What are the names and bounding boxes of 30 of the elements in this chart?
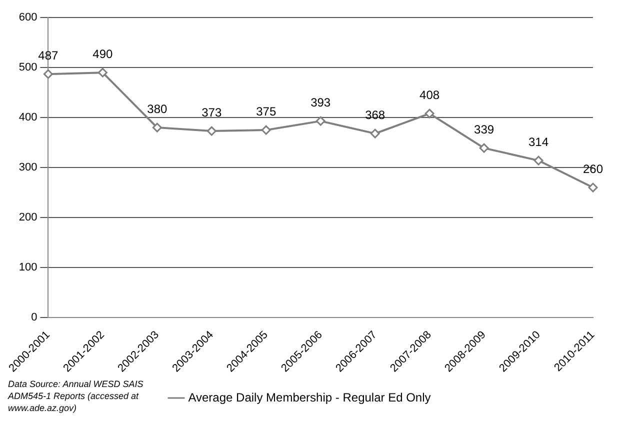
point	[534, 156, 544, 166]
data-label: 380	[147, 102, 168, 116]
data-label: 373	[202, 105, 222, 120]
point	[152, 122, 162, 132]
data-label: 393	[310, 95, 331, 110]
point	[479, 143, 489, 153]
data-label: 339	[474, 122, 494, 136]
point	[206, 126, 216, 136]
point	[370, 128, 380, 138]
y-tick-label: 500	[18, 62, 38, 74]
data-label: 260	[582, 162, 604, 176]
legend-label: Average Daily Membership - Regular Ed Only	[188, 390, 431, 404]
y-tick-label: 400	[18, 112, 38, 124]
point	[588, 182, 598, 192]
point	[316, 116, 326, 126]
point	[43, 69, 53, 79]
point	[98, 68, 108, 78]
data-label: 375	[256, 104, 276, 118]
data-label: 490	[92, 46, 114, 61]
data-label: 314	[528, 134, 549, 149]
data-label: 408	[420, 88, 440, 102]
point	[424, 108, 434, 118]
y-tick-label: 0	[31, 312, 38, 324]
point	[261, 125, 271, 135]
y-tick-label: 600	[18, 12, 38, 24]
y-tick-label: 100	[18, 262, 38, 274]
y-tick-label: 200	[18, 212, 38, 224]
data-label: 487	[38, 48, 59, 62]
source-note: Data Source: Annual WESD SAIS ADM545-1 Reports (accessed at www.ade.az.gov)	[8, 378, 158, 414]
y-tick-label: 300	[18, 162, 38, 174]
